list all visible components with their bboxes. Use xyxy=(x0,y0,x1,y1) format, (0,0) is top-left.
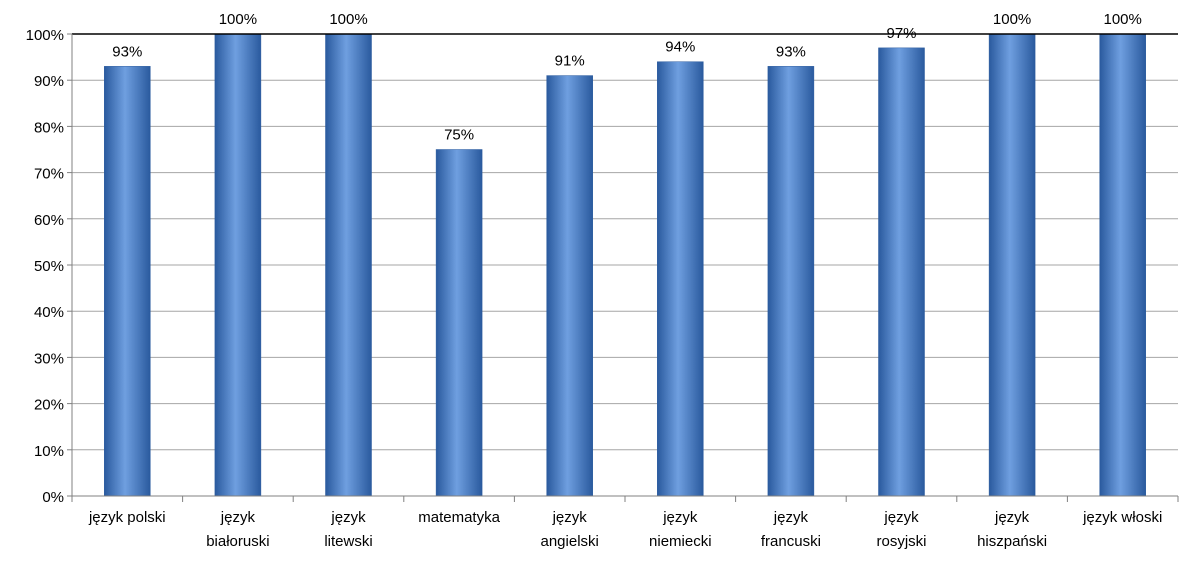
y-tick-label: 30% xyxy=(34,350,64,367)
bar xyxy=(878,47,925,497)
data-label: 97% xyxy=(886,25,916,42)
y-tick-label: 60% xyxy=(34,212,64,229)
y-tick-labels: 0% 10% 20% 30% 40% 50% 60% 70% 80% 90% 100% xyxy=(26,27,64,506)
x-tick-label: język francuski xyxy=(761,509,821,550)
x-tick-label: język rosyjski xyxy=(876,509,926,550)
bar xyxy=(767,66,815,497)
data-label: 100% xyxy=(329,11,367,28)
bar xyxy=(1099,33,1146,497)
x-tick-label: matematyka xyxy=(418,509,500,526)
bar xyxy=(657,61,704,497)
y-tick-label: 100% xyxy=(26,27,64,44)
y-tick-label: 10% xyxy=(34,443,64,460)
y-tick-label: 40% xyxy=(34,304,64,321)
x-tick-label: język hiszpański xyxy=(977,509,1047,550)
data-label: 100% xyxy=(993,11,1031,28)
x-tick-label: język włoski xyxy=(1082,509,1162,526)
y-tick-label: 80% xyxy=(34,119,64,136)
data-label: 93% xyxy=(776,43,806,60)
data-label: 75% xyxy=(444,127,474,144)
y-tick-label: 50% xyxy=(34,258,64,275)
data-label: 91% xyxy=(555,53,585,70)
data-label: 100% xyxy=(219,11,257,28)
data-labels: 93% 100% 100% 75% 91% 94% 93% 97% 100% 100% xyxy=(112,11,1142,144)
x-tick-label: język niemiecki xyxy=(649,509,712,550)
data-label: 93% xyxy=(112,43,142,60)
y-tick-label: 0% xyxy=(42,489,64,506)
bar xyxy=(546,75,593,497)
y-tick-label: 90% xyxy=(34,73,64,90)
data-label: 94% xyxy=(665,39,695,56)
bar xyxy=(435,149,483,497)
y-tick-label: 70% xyxy=(34,166,64,183)
bar xyxy=(325,33,372,497)
x-tick-label: język angielski xyxy=(541,509,599,550)
data-label: 100% xyxy=(1104,11,1142,28)
bar xyxy=(104,66,151,497)
y-tick-label: 20% xyxy=(34,397,64,414)
x-tick-label: język litewski xyxy=(324,509,372,550)
bar xyxy=(988,33,1036,497)
axes xyxy=(67,33,1179,502)
x-tick-labels: język polski język białoruski język litewski… xyxy=(88,509,1162,550)
x-tick-label: język polski xyxy=(88,509,166,526)
bars xyxy=(104,33,1146,497)
x-tick-label: język białoruski xyxy=(206,509,269,550)
bar xyxy=(214,33,262,497)
